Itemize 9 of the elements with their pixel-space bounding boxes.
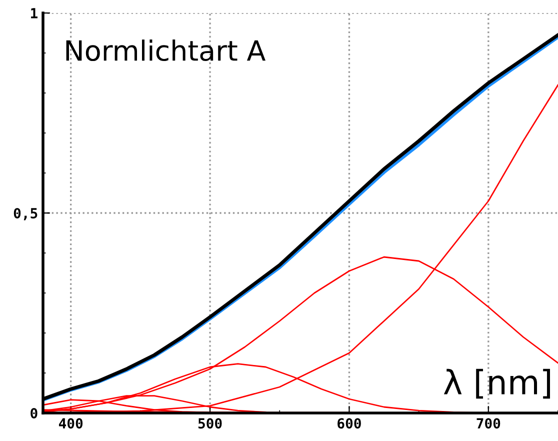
text: Normlichtart A xyxy=(66,40,266,62)
x-tick-label: 700 xyxy=(476,418,500,429)
y-tick-label: 0 xyxy=(30,408,38,418)
y-tick-label: 0,5 xyxy=(14,208,38,220)
x-axis-title: λ [nm] xyxy=(444,368,550,399)
x-tick-label: 500 xyxy=(198,418,222,429)
y-tick-label: 1 xyxy=(31,8,38,18)
x-tick-label: 400 xyxy=(58,418,83,429)
x-tick-label: 600 xyxy=(338,418,361,429)
